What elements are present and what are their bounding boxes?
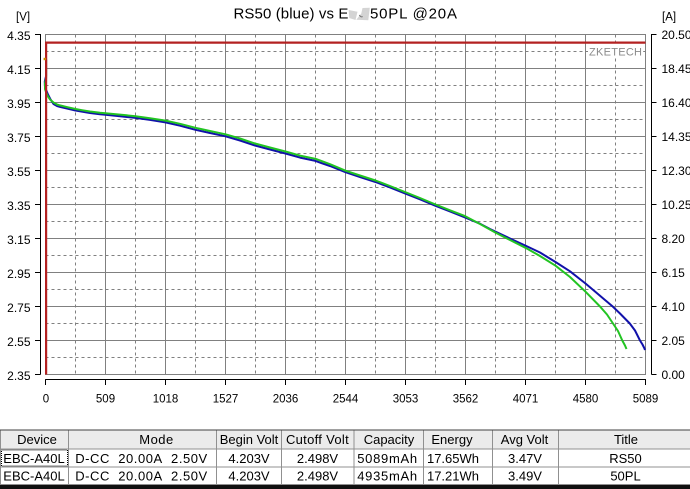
svg-text:2.498V: 2.498V: [297, 469, 339, 484]
svg-text:D-CC 20.00A 2.50V: D-CC 20.00A 2.50V: [75, 451, 208, 466]
svg-text:4071: 4071: [513, 394, 539, 406]
svg-text:17.65Wh: 17.65Wh: [427, 451, 479, 466]
svg-text:2.95: 2.95: [7, 267, 31, 281]
svg-text:2.55: 2.55: [7, 335, 31, 349]
svg-text:3.35: 3.35: [7, 199, 31, 213]
svg-text:Title: Title: [614, 432, 638, 447]
svg-text:2.498V: 2.498V: [297, 451, 339, 466]
svg-text:20.50: 20.50: [662, 28, 690, 42]
svg-text:4.203V: 4.203V: [228, 469, 270, 484]
svg-text:RS50: RS50: [609, 451, 642, 466]
svg-text:Mode: Mode: [139, 432, 174, 447]
svg-text:2.35: 2.35: [7, 369, 31, 383]
svg-text:17.21Wh: 17.21Wh: [427, 469, 479, 484]
svg-text:Begin Volt: Begin Volt: [220, 432, 279, 447]
svg-text:12.30: 12.30: [662, 164, 690, 178]
svg-text:4.203V: 4.203V: [228, 451, 270, 466]
svg-text:6.15: 6.15: [662, 266, 686, 280]
svg-text:Capacity: Capacity: [364, 432, 415, 447]
svg-text:16.40: 16.40: [662, 96, 690, 110]
svg-text:50PL: 50PL: [610, 469, 640, 484]
svg-text:3.55: 3.55: [7, 165, 31, 179]
svg-text:Energy: Energy: [431, 432, 473, 447]
svg-text:3053: 3053: [393, 394, 419, 406]
svg-text:3.47V: 3.47V: [508, 451, 542, 466]
svg-text:[V]: [V]: [16, 12, 30, 24]
svg-text:ZKETECH: ZKETECH: [589, 47, 642, 59]
svg-text:[A]: [A]: [662, 12, 676, 24]
svg-text:4580: 4580: [573, 394, 599, 406]
svg-text:EBC-A40L: EBC-A40L: [3, 469, 64, 484]
svg-text:2.05: 2.05: [662, 334, 686, 348]
svg-text:1018: 1018: [153, 394, 179, 406]
svg-text:18.45: 18.45: [662, 62, 690, 76]
svg-text:3.49V: 3.49V: [508, 469, 542, 484]
svg-text:3.95: 3.95: [7, 97, 31, 111]
svg-text:5089: 5089: [633, 394, 659, 406]
svg-text:4.15: 4.15: [7, 63, 31, 77]
svg-text:1527: 1527: [213, 394, 239, 406]
svg-text:3.15: 3.15: [7, 233, 31, 247]
svg-text:50PL @20A: 50PL @20A: [370, 6, 458, 23]
svg-text:10.25: 10.25: [662, 198, 690, 212]
svg-text:2.75: 2.75: [7, 301, 31, 315]
svg-text:D-CC 20.00A 2.50V: D-CC 20.00A 2.50V: [75, 469, 208, 484]
svg-text:Cutoff Volt: Cutoff Volt: [286, 432, 349, 447]
svg-text:2036: 2036: [273, 394, 299, 406]
svg-text:EBC-A40L: EBC-A40L: [3, 451, 64, 466]
svg-text:4935mAh: 4935mAh: [357, 469, 418, 484]
svg-text:4.35: 4.35: [7, 29, 31, 43]
svg-text:0.00: 0.00: [662, 368, 686, 382]
svg-text:509: 509: [96, 394, 115, 406]
svg-text:RS50 (blue) vs E: RS50 (blue) vs E: [234, 6, 349, 23]
svg-text:3.75: 3.75: [7, 131, 31, 145]
svg-text:Device: Device: [17, 432, 57, 447]
svg-text:3562: 3562: [453, 394, 479, 406]
svg-text:14.35: 14.35: [662, 130, 690, 144]
svg-text:2544: 2544: [333, 394, 359, 406]
svg-text:Avg Volt: Avg Volt: [501, 432, 549, 447]
svg-text:4.10: 4.10: [662, 300, 686, 314]
svg-text:0: 0: [43, 394, 49, 406]
svg-text:5089mAh: 5089mAh: [357, 451, 418, 466]
svg-text:8.20: 8.20: [662, 232, 686, 246]
